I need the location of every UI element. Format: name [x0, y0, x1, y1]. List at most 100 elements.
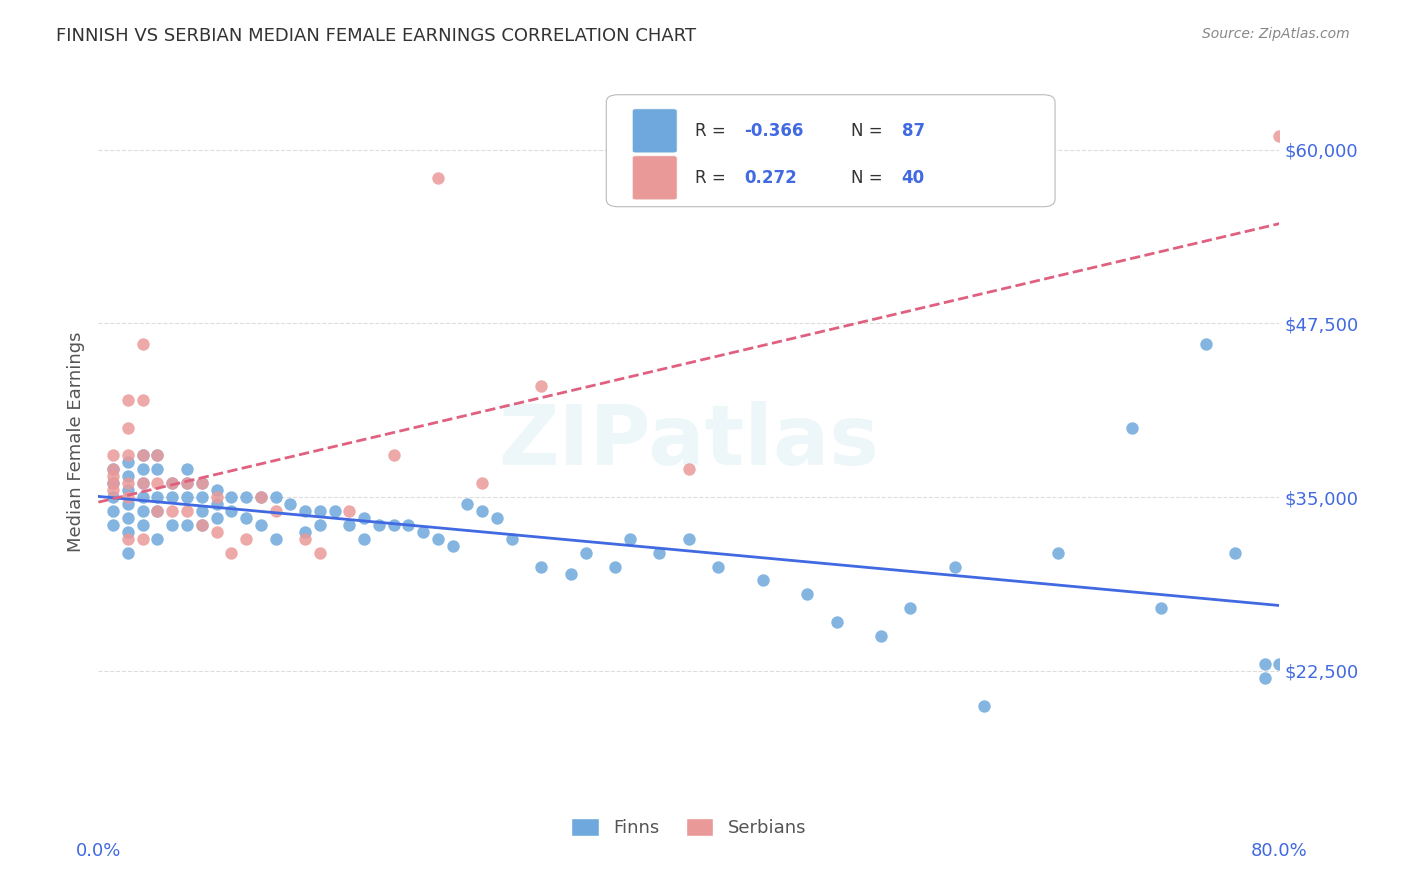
- Text: -0.366: -0.366: [744, 122, 804, 140]
- Point: [205, 511, 228, 525]
- Point: [103, 476, 125, 491]
- Point: [457, 497, 479, 511]
- Point: [103, 462, 125, 476]
- Point: [250, 490, 273, 504]
- Point: [205, 490, 228, 504]
- Point: [117, 449, 139, 463]
- Point: [471, 476, 494, 491]
- Point: [191, 490, 214, 504]
- Point: [103, 476, 125, 491]
- Point: [117, 532, 139, 546]
- Point: [132, 476, 155, 491]
- Point: [191, 517, 214, 532]
- FancyBboxPatch shape: [633, 109, 678, 153]
- Point: [176, 462, 198, 476]
- Point: [132, 449, 155, 463]
- Point: [205, 483, 228, 498]
- Point: [648, 546, 671, 560]
- Text: ZIPatlas: ZIPatlas: [499, 401, 879, 482]
- Text: R =: R =: [695, 122, 731, 140]
- Point: [353, 532, 375, 546]
- Point: [619, 532, 641, 546]
- Point: [132, 504, 155, 518]
- Point: [339, 517, 361, 532]
- Point: [146, 449, 169, 463]
- Point: [294, 504, 316, 518]
- Point: [560, 566, 582, 581]
- Point: [117, 497, 139, 511]
- Point: [146, 532, 169, 546]
- Point: [707, 559, 730, 574]
- Point: [427, 532, 450, 546]
- Point: [870, 629, 893, 643]
- Point: [132, 476, 155, 491]
- Point: [1225, 546, 1247, 560]
- Point: [973, 698, 995, 713]
- Point: [441, 539, 464, 553]
- Point: [117, 392, 139, 407]
- Point: [264, 532, 287, 546]
- Point: [132, 392, 155, 407]
- Point: [132, 337, 155, 351]
- Point: [132, 532, 155, 546]
- FancyBboxPatch shape: [606, 95, 1054, 207]
- Text: 40: 40: [901, 169, 925, 186]
- Point: [250, 517, 273, 532]
- Point: [132, 517, 155, 532]
- Point: [103, 449, 125, 463]
- Point: [132, 490, 155, 504]
- Point: [176, 517, 198, 532]
- Point: [146, 462, 169, 476]
- Point: [796, 587, 818, 601]
- Point: [162, 517, 183, 532]
- Point: [1195, 337, 1218, 351]
- Text: 0.0%: 0.0%: [76, 842, 121, 860]
- Text: FINNISH VS SERBIAN MEDIAN FEMALE EARNINGS CORRELATION CHART: FINNISH VS SERBIAN MEDIAN FEMALE EARNING…: [56, 27, 696, 45]
- Point: [117, 476, 139, 491]
- Point: [235, 511, 257, 525]
- Point: [1268, 128, 1291, 143]
- Point: [103, 462, 125, 476]
- Point: [146, 504, 169, 518]
- Point: [132, 462, 155, 476]
- Point: [309, 546, 332, 560]
- Point: [221, 546, 243, 560]
- Point: [103, 504, 125, 518]
- Point: [353, 511, 375, 525]
- Point: [162, 504, 183, 518]
- Legend: Finns, Serbians: Finns, Serbians: [564, 811, 814, 845]
- Point: [176, 476, 198, 491]
- Point: [146, 504, 169, 518]
- Point: [368, 517, 391, 532]
- Point: [176, 504, 198, 518]
- Point: [235, 532, 257, 546]
- Point: [250, 490, 273, 504]
- Text: 80.0%: 80.0%: [1251, 842, 1308, 860]
- Point: [605, 559, 627, 574]
- Point: [678, 532, 700, 546]
- Point: [117, 546, 139, 560]
- Point: [752, 574, 775, 588]
- Point: [486, 511, 509, 525]
- Point: [176, 490, 198, 504]
- Point: [221, 490, 243, 504]
- Point: [530, 379, 553, 393]
- Point: [103, 517, 125, 532]
- Point: [1046, 546, 1070, 560]
- Point: [191, 517, 214, 532]
- Point: [294, 524, 316, 539]
- Point: [530, 559, 553, 574]
- Point: [1121, 420, 1143, 434]
- Point: [117, 483, 139, 498]
- Point: [943, 559, 966, 574]
- Point: [191, 476, 214, 491]
- Point: [382, 517, 405, 532]
- Text: N =: N =: [851, 169, 887, 186]
- Point: [162, 476, 183, 491]
- Point: [678, 462, 700, 476]
- Point: [825, 615, 848, 630]
- Point: [146, 476, 169, 491]
- Text: R =: R =: [695, 169, 731, 186]
- Point: [117, 469, 139, 483]
- Point: [339, 504, 361, 518]
